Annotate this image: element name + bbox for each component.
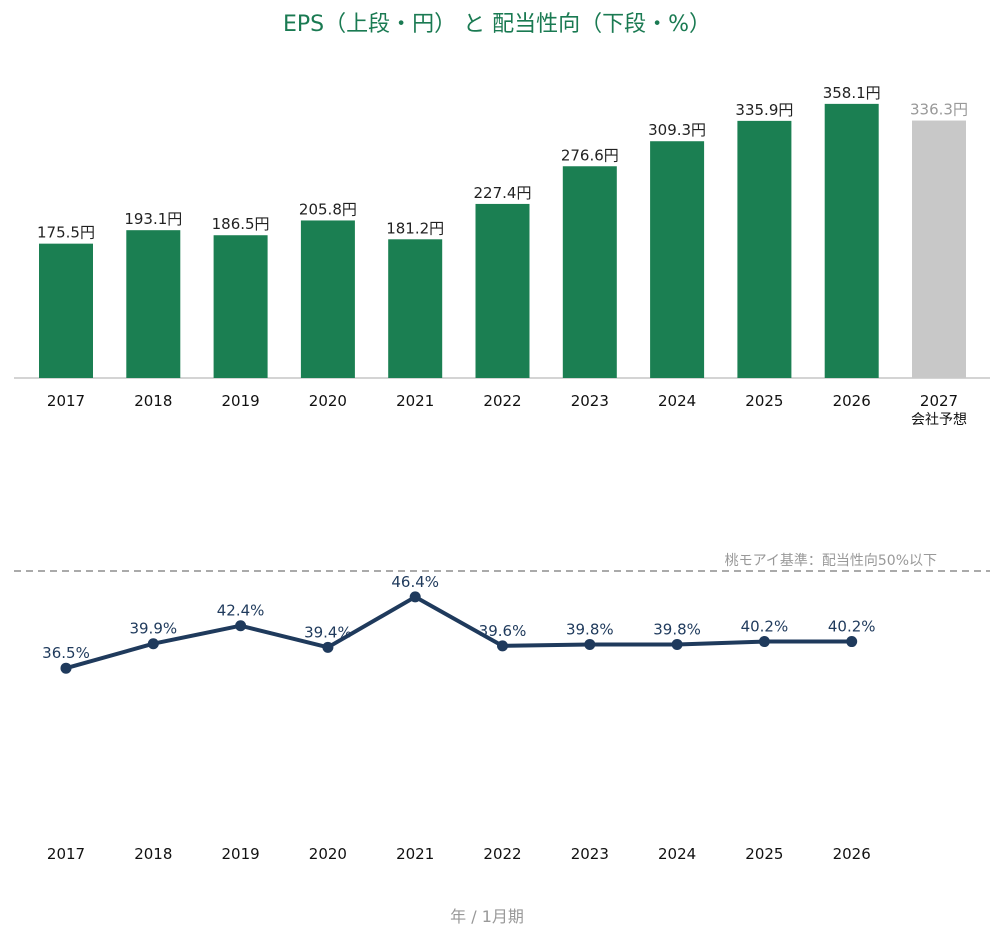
- line-x-tick-label: 2026: [833, 845, 871, 863]
- line-x-tick-label: 2017: [47, 845, 85, 863]
- line-x-tick-label: 2020: [309, 845, 347, 863]
- eps-value-label: 181.2円: [386, 219, 444, 237]
- payout-ratio-point: [584, 638, 596, 650]
- eps-bar-chart: 175.5円 2017 193.1円 2018 186.5円 2019 205.8円 2020…: [14, 84, 990, 428]
- bar-x-tick-label: 2026: [833, 392, 871, 410]
- line-x-tick-label: 2022: [483, 845, 521, 863]
- payout-ratio-point: [235, 620, 247, 632]
- bar-x-tick-label: 2020: [309, 392, 347, 410]
- payout-ratio-point: [322, 641, 334, 653]
- payout-ratio-point: [497, 640, 508, 652]
- eps-bar: [650, 141, 705, 378]
- payout-ratio-point: [671, 638, 683, 650]
- eps-bar: [39, 243, 93, 378]
- eps-bar: [912, 120, 966, 378]
- bar-x-tick-label: 2017: [47, 392, 85, 410]
- payout-ratio-value-label: 36.5%: [42, 644, 90, 662]
- eps-bar: [388, 239, 443, 378]
- reference-line-label: 桃モアイ基準：配当性向50%以下: [725, 552, 937, 569]
- payout-ratio-value-label: 40.2%: [828, 618, 876, 636]
- payout-ratio-value-label: 46.4%: [391, 573, 439, 591]
- payout-ratio-value-label: 39.9%: [129, 620, 177, 638]
- payout-ratio-value-label: 40.2%: [741, 618, 789, 636]
- eps-bar: [562, 166, 617, 378]
- payout-ratio-value-label: 39.4%: [304, 623, 352, 641]
- payout-ratio-line-chart: 桃モアイ基準：配当性向50%以下 36.5% 2017 39.9% 2018 42.4% 2…: [14, 552, 990, 863]
- eps-value-label: 227.4円: [474, 184, 532, 202]
- payout-ratio-point: [147, 638, 159, 650]
- payout-ratio-point: [60, 662, 72, 674]
- bar-x-tick-label: 2021: [396, 392, 434, 410]
- eps-bar: [300, 220, 355, 378]
- bar-x-tick-label: 2023: [571, 392, 609, 410]
- payout-ratio-value-label: 39.8%: [566, 620, 614, 638]
- line-x-tick-label: 2018: [134, 845, 172, 863]
- eps-bar: [475, 203, 530, 378]
- bar-x-tick-label: 2024: [658, 392, 696, 410]
- eps-value-label: 276.6円: [561, 146, 619, 164]
- eps-value-label: 309.3円: [648, 121, 706, 139]
- line-x-tick-label: 2021: [396, 845, 434, 863]
- payout-ratio-point: [846, 636, 858, 648]
- line-x-tick-label: 2024: [658, 845, 696, 863]
- eps-bar: [213, 235, 268, 378]
- chart-title: EPS（上段・円） と 配当性向（下段・%）: [283, 12, 711, 37]
- payout-ratio-line: [65, 594, 852, 671]
- eps-value-label: 335.9円: [735, 101, 793, 119]
- bar-x-tick-label: 2025: [745, 392, 783, 410]
- x-axis-label: 年 / 1月期: [450, 907, 524, 926]
- payout-ratio-point: [409, 591, 421, 603]
- eps-value-label: 336.3円: [910, 101, 968, 119]
- eps-bar: [126, 230, 181, 378]
- eps-value-label: 186.5円: [212, 215, 270, 233]
- eps-value-label: 358.1円: [823, 84, 881, 102]
- eps-bar: [824, 103, 879, 378]
- payout-ratio-value-label: 39.8%: [653, 620, 701, 638]
- line-x-tick-label: 2019: [222, 845, 260, 863]
- bar-x-tick-sublabel: 会社予想: [911, 412, 967, 428]
- eps-value-label: 175.5円: [37, 224, 95, 242]
- payout-ratio-value-label: 39.6%: [479, 622, 527, 640]
- eps-value-label: 205.8円: [299, 200, 357, 218]
- payout-ratio-value-label: 42.4%: [217, 602, 265, 620]
- bar-x-tick-label: 2018: [134, 392, 172, 410]
- eps-value-label: 193.1円: [124, 210, 182, 228]
- line-x-tick-label: 2025: [745, 845, 783, 863]
- bar-x-tick-label: 2022: [483, 392, 521, 410]
- bar-x-tick-label: 2019: [222, 392, 260, 410]
- eps-bar: [737, 120, 792, 378]
- payout-ratio-point: [758, 636, 770, 648]
- bar-x-tick-label: 2027: [920, 392, 958, 410]
- line-x-tick-label: 2023: [571, 845, 609, 863]
